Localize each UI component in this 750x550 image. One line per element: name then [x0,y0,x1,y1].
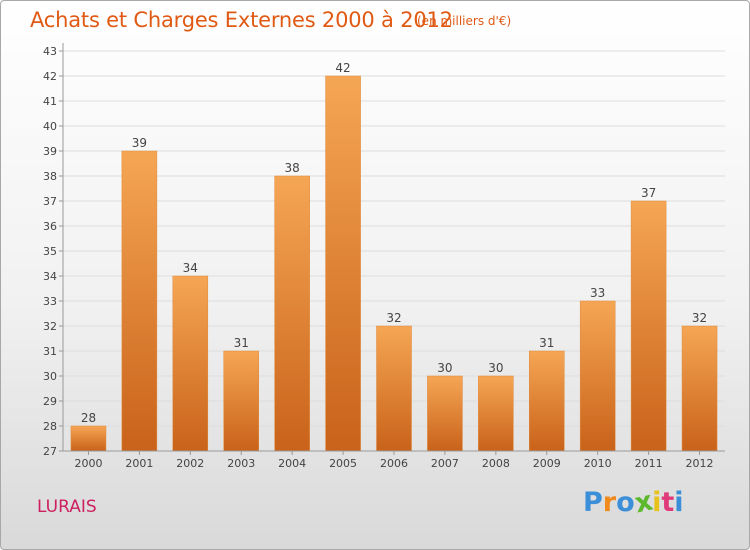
y-tick-label: 34 [43,270,57,283]
bar [70,425,107,452]
bar [121,150,158,452]
y-tick-label: 39 [43,145,57,158]
x-tick-label: 2001 [125,457,153,470]
axes [59,43,725,455]
data-label: 30 [437,361,452,375]
y-tick-label: 31 [43,345,57,358]
y-tick-label: 35 [43,245,57,258]
bar [274,175,310,452]
y-tick-label: 41 [43,95,57,108]
x-tick-label: 2003 [227,457,255,470]
data-label: 28 [81,411,96,425]
bar [376,325,412,452]
data-label: 42 [335,61,350,75]
bar [529,350,565,452]
x-tick-label: 2007 [431,457,459,470]
y-tick-label: 43 [43,45,57,58]
x-tick-label: 2009 [533,457,561,470]
data-label: 32 [692,311,707,325]
x-tick-label: 2008 [482,457,510,470]
y-tick-label: 36 [43,220,57,233]
bar [681,325,718,452]
data-label: 32 [386,311,401,325]
x-tick-label: 2011 [635,457,663,470]
logo-letter: i [674,487,684,518]
bar [478,375,514,452]
y-tick-label: 38 [43,170,57,183]
bar [579,300,616,452]
proxiti-logo: Proxiti [583,486,684,520]
chart-subtitle: (en milliers d'€) [417,14,512,28]
labels: 27 28 29 30 31 32 33 34 35 36 37 38 39 40 41 42 43 28 2000… [43,45,714,470]
logo-letter: o [616,487,635,518]
data-label: 31 [539,336,554,350]
logo-letter: P [583,487,603,518]
bars [70,75,718,452]
data-label: 31 [234,336,249,350]
data-label: 38 [285,161,300,175]
data-label: 39 [132,136,147,150]
y-tick-label: 28 [43,420,57,433]
x-tick-label: 2012 [686,457,714,470]
y-tick-label: 27 [43,445,57,458]
x-tick-label: 2002 [176,457,204,470]
bar [172,275,209,452]
y-tick-label: 30 [43,370,57,383]
data-label: 33 [590,286,605,300]
logo-letter: t [661,487,675,518]
y-tick-label: 37 [43,195,57,208]
data-label: 34 [183,261,198,275]
y-tick-label: 32 [43,320,57,333]
x-tick-label: 2006 [380,457,408,470]
x-tick-label: 2010 [584,457,612,470]
y-tick-label: 40 [43,120,57,133]
y-tick-label: 33 [43,295,57,308]
chart-title: Achats et Charges Externes 2000 à 2012 [30,8,453,32]
data-label: 37 [641,186,656,200]
data-label: 30 [488,361,503,375]
bar [630,200,667,452]
logo-letter: i [652,487,662,518]
logo-letter: r [602,487,617,518]
bar [223,350,259,452]
x-tick-label: 2000 [74,457,102,470]
x-tick-label: 2004 [278,457,306,470]
x-tick-label: 2005 [329,457,357,470]
bar [325,75,361,452]
bar [427,375,463,452]
y-tick-label: 42 [43,70,57,83]
y-tick-label: 29 [43,395,57,408]
commune-name: LURAIS [37,497,97,517]
